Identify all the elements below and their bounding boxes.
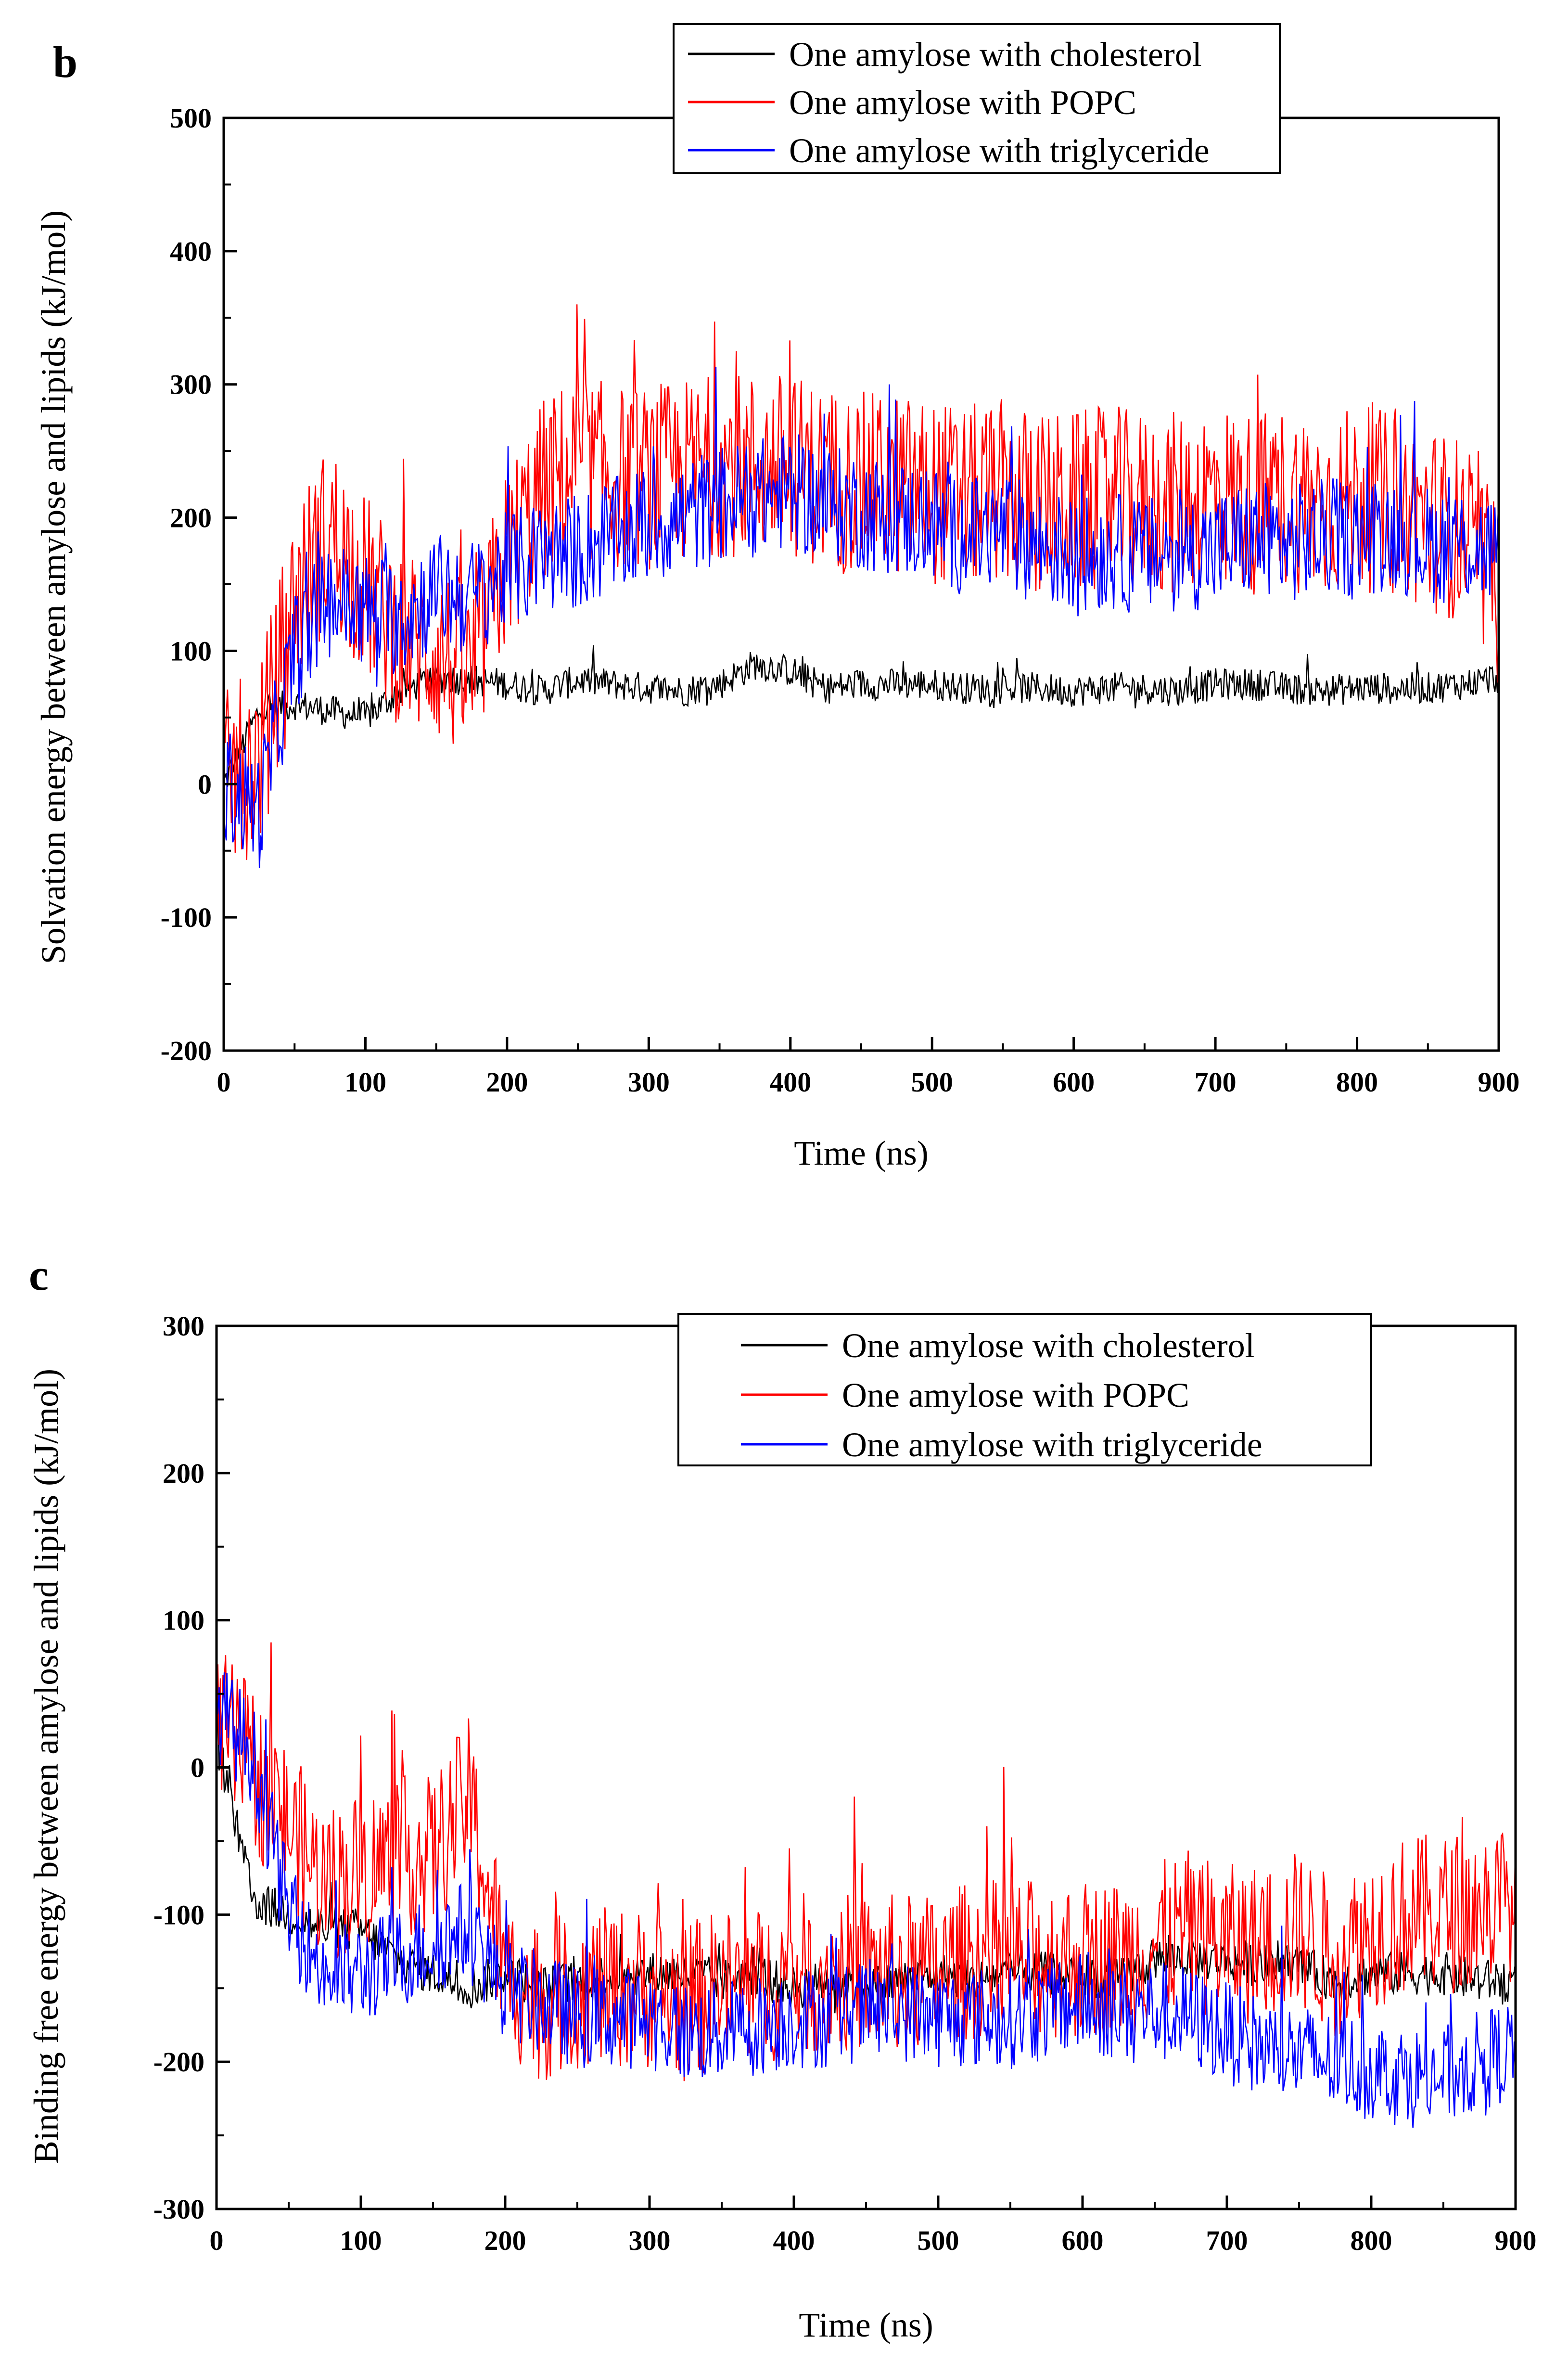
panel-b-series (223, 304, 1500, 869)
panel-c-y-tick-label: 200 (163, 1458, 204, 1489)
panel-c-x-tick-label: 200 (484, 2225, 526, 2256)
panel-c-y-axis-title: Binding free energy between amylose and … (27, 1369, 65, 2164)
panel-b-x-tick-label: 900 (1478, 1066, 1520, 1098)
panel-c-x-tick-label: 500 (918, 2225, 959, 2256)
panel-b-y-tick-label: -100 (161, 902, 212, 933)
panel-b-x-tick-label: 400 (769, 1066, 811, 1098)
panel-c-legend-label-triglyceride: One amylose with triglyceride (842, 1426, 1262, 1464)
panel-b-letter: b (53, 38, 77, 87)
panel-c-y-tick-label: 0 (191, 1752, 204, 1784)
panel-c-y-tick-label: 300 (163, 1310, 204, 1342)
panel-b-x-tick-label: 100 (344, 1066, 386, 1098)
panel-b-x-tick-label: 300 (628, 1066, 670, 1098)
panel-c-x-axis-title: Time (ns) (799, 2306, 933, 2344)
panel-b-series-line-triglyceride (223, 367, 1500, 869)
panel-b-y-axis-title: Solvation energy between amylose and lip… (34, 210, 73, 964)
panel-b-y-tick-label: 200 (170, 502, 212, 534)
panel-c-x-tick-label: 800 (1351, 2225, 1392, 2256)
panel-c-series-line-cholesterol (216, 1701, 1517, 2014)
panel-c-y-tick-label: -100 (153, 1899, 204, 1930)
panel-c-x-tick-label: 900 (1495, 2225, 1537, 2256)
panel-b-y-tick-label: 400 (170, 236, 212, 267)
panel-b-legend-label-cholesterol: One amylose with cholesterol (789, 35, 1202, 74)
panel-b-y-tick-label: 500 (170, 103, 212, 134)
panel-c-y-tick-label: -300 (153, 2194, 204, 2225)
panel-c-legend-box (677, 1313, 1372, 1466)
panel-b-legend: One amylose with cholesterol One amylose… (673, 23, 1281, 174)
panel-b-legend-label-popc: One amylose with POPC (789, 83, 1136, 122)
panel-b-series-line-popc (223, 304, 1500, 860)
panel-c-x-tick-label: 100 (340, 2225, 382, 2256)
panel-c-x-tick-label: 700 (1206, 2225, 1248, 2256)
panel-c: c 0 100 200 300 400 500 600 700 800 900 -300 -200 -1… (27, 1250, 1537, 2344)
panel-c-legend-label-popc: One amylose with POPC (842, 1376, 1189, 1414)
panel-b-x-tick-label: 200 (486, 1066, 528, 1098)
panel-b-x-tick-label: 500 (911, 1066, 953, 1098)
panel-b-series-line-cholesterol (223, 645, 1500, 787)
panel-c-series-line-triglyceride (216, 1672, 1517, 2128)
panel-b-y-tick-label: 300 (170, 369, 212, 400)
panel-c-y-tick-label: 100 (163, 1605, 204, 1636)
panel-b-legend-box (673, 23, 1281, 174)
panel-c-x-tick-label: 300 (629, 2225, 671, 2256)
panel-b-legend-label-triglyceride: One amylose with triglyceride (789, 131, 1210, 170)
panel-c-legend-label-cholesterol: One amylose with cholesterol (842, 1326, 1255, 1365)
panel-c-x-tick-label: 400 (773, 2225, 815, 2256)
panel-b-x-axis-title: Time (ns) (794, 1134, 928, 1172)
panel-b-x-tick-label: 0 (217, 1066, 231, 1098)
panel-b: b 0 100 200 300 400 500 600 700 800 900 -200 -100 0 1… (34, 23, 1520, 1172)
panel-c-series (216, 1642, 1517, 2128)
panel-b-y-tick-label: 0 (198, 769, 212, 800)
panel-b-x-tick-label: 600 (1053, 1066, 1095, 1098)
panel-b-y-tick-label: -200 (161, 1035, 212, 1066)
panel-c-letter: c (29, 1250, 49, 1299)
panel-c-x-tick-label: 600 (1062, 2225, 1104, 2256)
panel-c-legend: One amylose with cholesterol One amylose… (677, 1313, 1372, 1466)
panel-b-ticks: 0 100 200 300 400 500 600 700 800 900 -200 -100 0 100… (161, 103, 1520, 1098)
panel-b-x-tick-label: 800 (1336, 1066, 1378, 1098)
panel-c-series-line-popc (216, 1642, 1517, 2081)
panel-b-x-tick-label: 700 (1195, 1066, 1237, 1098)
panel-c-y-tick-label: -200 (153, 2046, 204, 2078)
panel-b-y-tick-label: 100 (170, 635, 212, 667)
panel-c-x-tick-label: 0 (210, 2225, 224, 2256)
panel-c-ticks: 0 100 200 300 400 500 600 700 800 900 -300 -200 -100… (153, 1310, 1537, 2256)
